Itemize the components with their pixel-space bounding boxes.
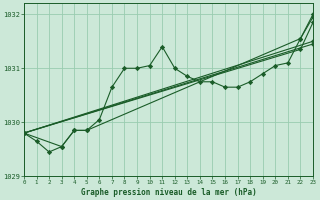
X-axis label: Graphe pression niveau de la mer (hPa): Graphe pression niveau de la mer (hPa) bbox=[81, 188, 256, 197]
